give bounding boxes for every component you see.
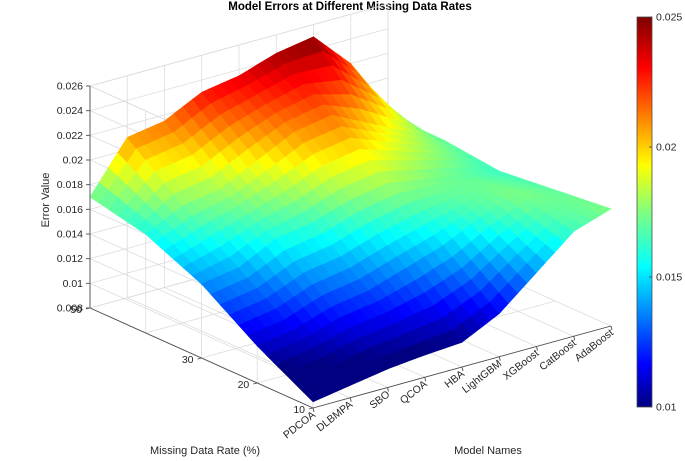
chart-title: Model Errors at Different Missing Data R… bbox=[228, 1, 471, 13]
z-tick-label: 0.008 bbox=[57, 303, 83, 315]
x-axis-label: Model Names bbox=[454, 445, 522, 457]
rate-tick-mark bbox=[85, 307, 91, 310]
colorbar-scale bbox=[636, 16, 653, 408]
z-tick-label: 0.01 bbox=[63, 278, 84, 290]
model-tick-mark bbox=[349, 397, 352, 402]
model-tick-label: DLBMPA bbox=[314, 399, 355, 435]
model-tick-label: XGBoost bbox=[501, 347, 542, 382]
z-tick-label: 0.022 bbox=[57, 130, 83, 142]
z-tick-label: 0.02 bbox=[63, 155, 84, 167]
z-tick-label: 0.024 bbox=[57, 105, 83, 117]
z-tick-label: 0.014 bbox=[57, 229, 83, 241]
model-tick-mark bbox=[387, 387, 389, 392]
error-surface bbox=[89, 36, 612, 403]
grid-line bbox=[89, 3, 389, 87]
rate-tick-mark bbox=[308, 407, 314, 410]
model-tick-mark bbox=[312, 407, 315, 413]
rate-tick-label: 30 bbox=[182, 354, 194, 366]
rate-tick-mark bbox=[253, 382, 258, 385]
rate-tick-label: 50 bbox=[70, 304, 82, 316]
model-tick-mark bbox=[573, 336, 576, 341]
colorbar-tick-label: 0.01 bbox=[656, 402, 677, 414]
z-tick-label: 0.012 bbox=[57, 253, 83, 265]
colorbar-tick-label: 0.025 bbox=[656, 12, 682, 24]
colorbar: 0.01 0.015 0.02 0.025 bbox=[636, 12, 682, 414]
colorbar-tick-label: 0.015 bbox=[656, 272, 682, 284]
model-tick-mark bbox=[610, 325, 613, 331]
model-tick-mark bbox=[424, 377, 427, 382]
model-tick-mark bbox=[461, 366, 464, 372]
surface-facet bbox=[591, 205, 612, 215]
z-tick-label: 0.026 bbox=[57, 81, 83, 93]
model-tick-mark bbox=[498, 356, 501, 361]
z-tick-label: 0.018 bbox=[57, 179, 83, 191]
model-tick-label: LightGBM bbox=[460, 358, 504, 396]
y-axis-label: Missing Data Rate (%) bbox=[150, 445, 260, 457]
z-axis-label: Error Value bbox=[40, 173, 52, 228]
model-tick-label: QCOA bbox=[398, 378, 430, 406]
z-tick-label: 0.016 bbox=[57, 204, 83, 216]
model-tick-label: AdaBoost bbox=[573, 327, 616, 365]
model-tick-mark bbox=[536, 346, 538, 351]
rate-tick-label: 10 bbox=[293, 404, 305, 416]
rate-tick-mark bbox=[197, 357, 202, 360]
colorbar-tick-label: 0.02 bbox=[656, 142, 677, 154]
rate-tick-label: 20 bbox=[238, 379, 250, 391]
